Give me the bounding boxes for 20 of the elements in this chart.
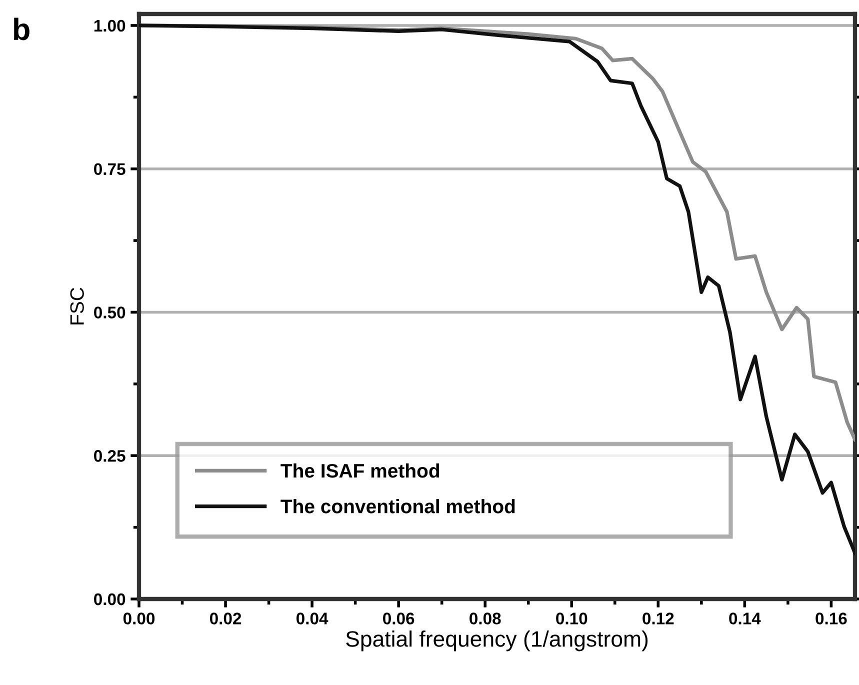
x-tick-label: 0.02 bbox=[210, 612, 242, 624]
x-tick-label: 0.12 bbox=[642, 612, 674, 624]
legend-label: The ISAF method bbox=[280, 463, 440, 478]
text: b bbox=[14, 18, 30, 40]
x-tick-label: 0.14 bbox=[729, 612, 761, 624]
y-tick-label: 0.00 bbox=[94, 593, 126, 606]
x-axis-title: Spatial frequency (1/angstrom) bbox=[346, 630, 648, 652]
x-tick-label: 0.16 bbox=[816, 612, 847, 624]
x-tick-label: 0.00 bbox=[123, 612, 155, 624]
y-tick-label: 1.00 bbox=[94, 20, 126, 32]
y-tick-label: 0.75 bbox=[94, 163, 126, 176]
legend-label: The conventional method bbox=[280, 499, 515, 514]
y-tick-label: 0.50 bbox=[94, 306, 126, 318]
y-axis-title: FSC bbox=[70, 288, 84, 324]
x-tick-label: 0.06 bbox=[383, 612, 414, 624]
x-tick-label: 0.04 bbox=[296, 612, 328, 624]
y-tick-label: 0.25 bbox=[94, 450, 126, 462]
line-series bbox=[139, 24, 855, 555]
x-tick-label: 0.08 bbox=[470, 612, 501, 624]
x-tick-label: 0.10 bbox=[556, 612, 588, 624]
